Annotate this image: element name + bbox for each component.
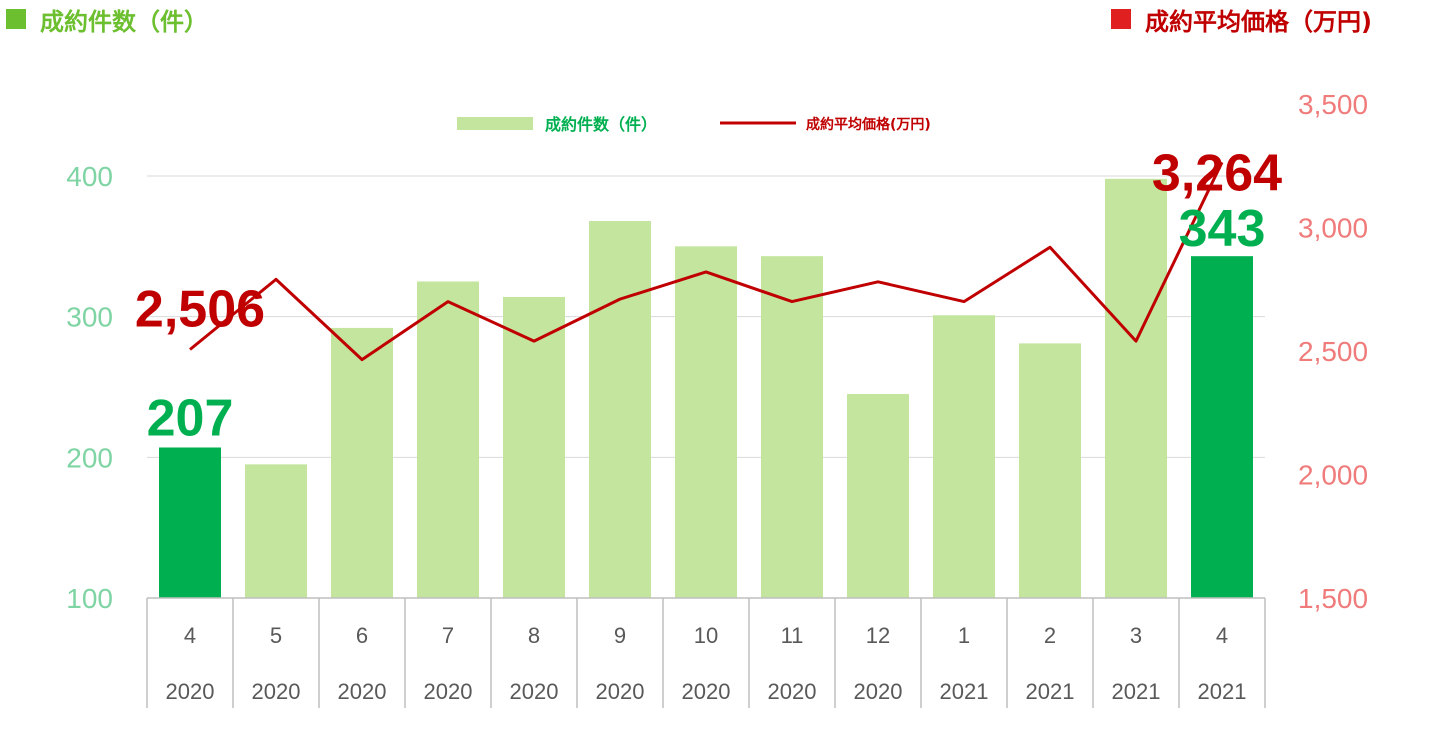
year-tick-label: 2020 — [510, 679, 559, 704]
right-axis-title: 成約平均価格（万円) — [1145, 8, 1372, 36]
bar — [675, 246, 737, 599]
year-tick-label: 2020 — [338, 679, 387, 704]
legend-bar-label: 成約件数（件） — [545, 115, 657, 134]
left-title-marker — [6, 9, 26, 29]
year-tick-label: 2020 — [424, 679, 473, 704]
line-series — [189, 161, 1224, 362]
gridlines: 100 200 300 400 1,500 2,000 2,500 3,000 3,500 — [66, 89, 1368, 614]
month-tick-label: 5 — [270, 623, 282, 648]
bar — [1191, 256, 1253, 598]
month-tick-label: 12 — [866, 623, 890, 648]
bar — [1105, 178, 1167, 598]
bars — [159, 178, 1253, 599]
right-tick-label: 2,500 — [1298, 336, 1368, 367]
year-tick-label: 2021 — [1198, 679, 1247, 704]
bar — [761, 256, 823, 598]
left-tick-label: 200 — [66, 442, 113, 473]
right-tick-label: 1,500 — [1298, 583, 1368, 614]
year-tick-label: 2020 — [854, 679, 903, 704]
bar — [503, 296, 565, 598]
value-annotation: 343 — [1179, 200, 1266, 258]
bar — [331, 327, 393, 598]
legend-line-label: 成約平均価格(万円) — [806, 116, 931, 133]
month-tick-label: 11 — [781, 623, 804, 648]
value-annotation: 2,506 — [135, 281, 265, 339]
year-tick-label: 2021 — [1112, 679, 1161, 704]
price-line — [189, 161, 1224, 362]
bar — [1019, 343, 1081, 598]
left-tick-label: 300 — [66, 302, 113, 333]
axes: 4 2020 5 2020 6 2020 7 2020 8 2020 9 2020 10 2020 11 20… — [146, 597, 1266, 708]
year-tick-label: 2020 — [768, 679, 817, 704]
month-tick-label: 7 — [442, 623, 454, 648]
month-tick-label: 1 — [958, 623, 970, 648]
bar — [417, 281, 479, 598]
right-title-marker — [1111, 9, 1131, 29]
bar — [589, 221, 651, 598]
value-annotation: 207 — [147, 389, 234, 447]
left-tick-label: 400 — [66, 161, 113, 192]
month-tick-label: 4 — [1216, 623, 1228, 648]
year-tick-label: 2021 — [1026, 679, 1075, 704]
right-tick-label: 2,000 — [1298, 460, 1368, 491]
legend: 成約件数（件） 成約平均価格(万円) — [457, 115, 931, 134]
month-tick-label: 2 — [1044, 623, 1056, 648]
bar — [159, 447, 221, 598]
right-tick-label: 3,000 — [1298, 213, 1368, 244]
month-tick-label: 4 — [184, 623, 196, 648]
legend-bar-swatch — [457, 117, 533, 130]
bar — [933, 315, 995, 598]
year-tick-label: 2020 — [682, 679, 731, 704]
annotations: 207 343 2,506 3,264 — [135, 144, 1282, 447]
bar — [245, 464, 307, 598]
year-tick-label: 2020 — [596, 679, 645, 704]
bar — [847, 394, 909, 598]
month-tick-label: 10 — [694, 623, 718, 648]
month-tick-label: 8 — [528, 623, 540, 648]
month-tick-label: 6 — [356, 623, 368, 648]
year-tick-label: 2021 — [940, 679, 989, 704]
value-annotation: 3,264 — [1152, 144, 1282, 202]
year-tick-label: 2020 — [166, 679, 215, 704]
month-tick-label: 9 — [614, 623, 626, 648]
month-tick-label: 3 — [1130, 623, 1142, 648]
left-tick-label: 100 — [66, 583, 113, 614]
year-tick-label: 2020 — [252, 679, 301, 704]
right-tick-label: 3,500 — [1298, 89, 1368, 120]
left-axis-title: 成約件数（件） — [40, 8, 208, 36]
